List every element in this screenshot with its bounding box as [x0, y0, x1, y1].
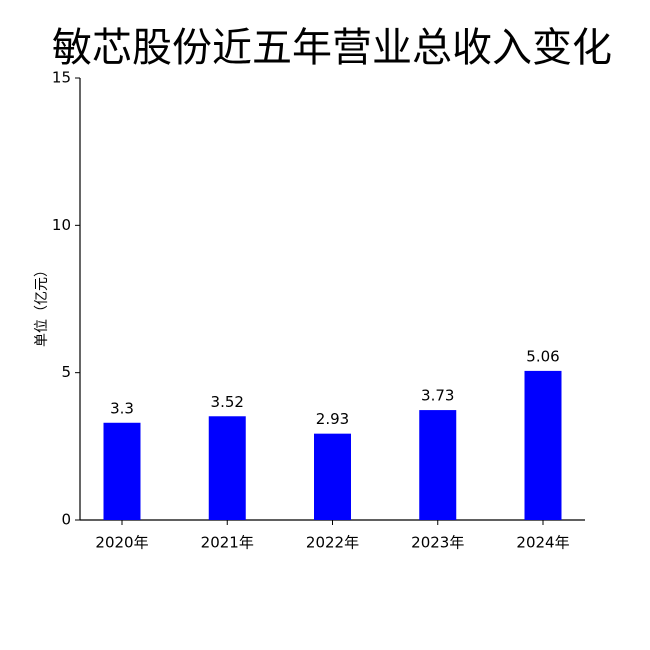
- bar: [208, 416, 246, 520]
- x-tick-label: 2020年: [95, 534, 148, 552]
- y-tick-label: 0: [61, 511, 71, 529]
- x-tick-label: 2024年: [516, 534, 569, 552]
- y-tick-label: 5: [61, 363, 71, 381]
- y-tick-label: 15: [52, 69, 71, 87]
- bar: [103, 422, 141, 520]
- data-label: 3.52: [211, 393, 244, 411]
- data-label: 2.93: [316, 410, 349, 428]
- bar: [524, 370, 562, 520]
- x-tick-label: 2022年: [306, 534, 359, 552]
- data-label: 5.06: [526, 347, 559, 365]
- bar: [314, 433, 351, 520]
- bar: [419, 410, 457, 520]
- chart-title: 敏芯股份近五年营业总收入变化: [52, 25, 612, 71]
- data-label: 3.3: [110, 399, 134, 417]
- y-tick-label: 10: [52, 216, 71, 234]
- y-axis-label: 单位（亿元）: [34, 263, 50, 347]
- data-label: 3.73: [421, 387, 454, 405]
- x-tick-label: 2021年: [201, 534, 254, 552]
- x-tick-label: 2023年: [411, 534, 464, 552]
